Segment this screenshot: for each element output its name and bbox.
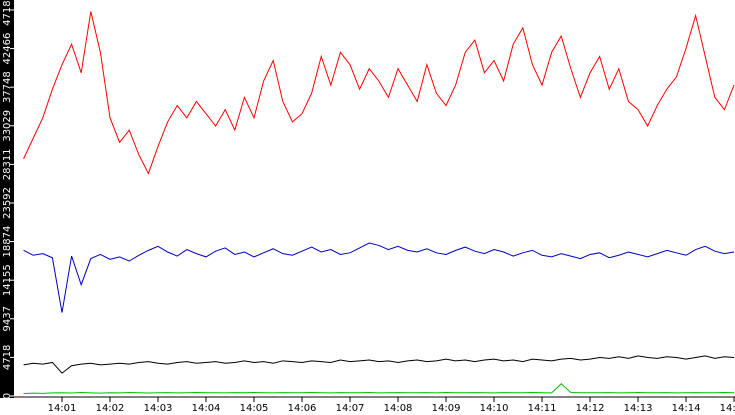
y-tick-label: 47185 <box>2 0 13 26</box>
x-tick-label: 14:12 <box>576 403 605 414</box>
series-line <box>23 11 735 175</box>
x-tick-label: 14:05 <box>240 403 269 414</box>
y-tick-label: 0 <box>2 393 13 399</box>
y-tick-label: 28311 <box>2 148 13 180</box>
y-tick-label: 33029 <box>2 110 13 142</box>
y-tick-label: 4718 <box>2 345 13 370</box>
x-tick-label: 14:03 <box>144 403 173 414</box>
x-tick-label: 14:11 <box>528 403 557 414</box>
series-line <box>23 242 735 313</box>
x-tick-label: 14:06 <box>288 403 317 414</box>
y-tick-label: 14155 <box>2 264 13 296</box>
series-line <box>23 355 735 374</box>
x-tick-label: 14:04 <box>192 403 221 414</box>
x-tick-label: 14:08 <box>384 403 413 414</box>
x-tick-label: 14:13 <box>624 403 653 414</box>
x-tick-label: 14:01 <box>48 403 77 414</box>
series-line <box>23 383 735 395</box>
y-tick-label: 18874 <box>2 226 13 258</box>
x-tick-label: 14:07 <box>336 403 365 414</box>
x-tick-label: 14:14 <box>672 403 701 414</box>
y-tick-label: 37748 <box>2 71 13 103</box>
x-tick-label: 14:09 <box>432 403 461 414</box>
y-axis-strip <box>0 0 14 398</box>
y-tick-label: 42466 <box>2 33 13 65</box>
y-tick-label: 9437 <box>2 306 13 331</box>
x-tick-label: 14:02 <box>96 403 125 414</box>
y-tick-label: 23592 <box>2 187 13 219</box>
x-tick-label: 14:15 <box>720 403 735 414</box>
x-tick-label: 14:10 <box>480 403 509 414</box>
